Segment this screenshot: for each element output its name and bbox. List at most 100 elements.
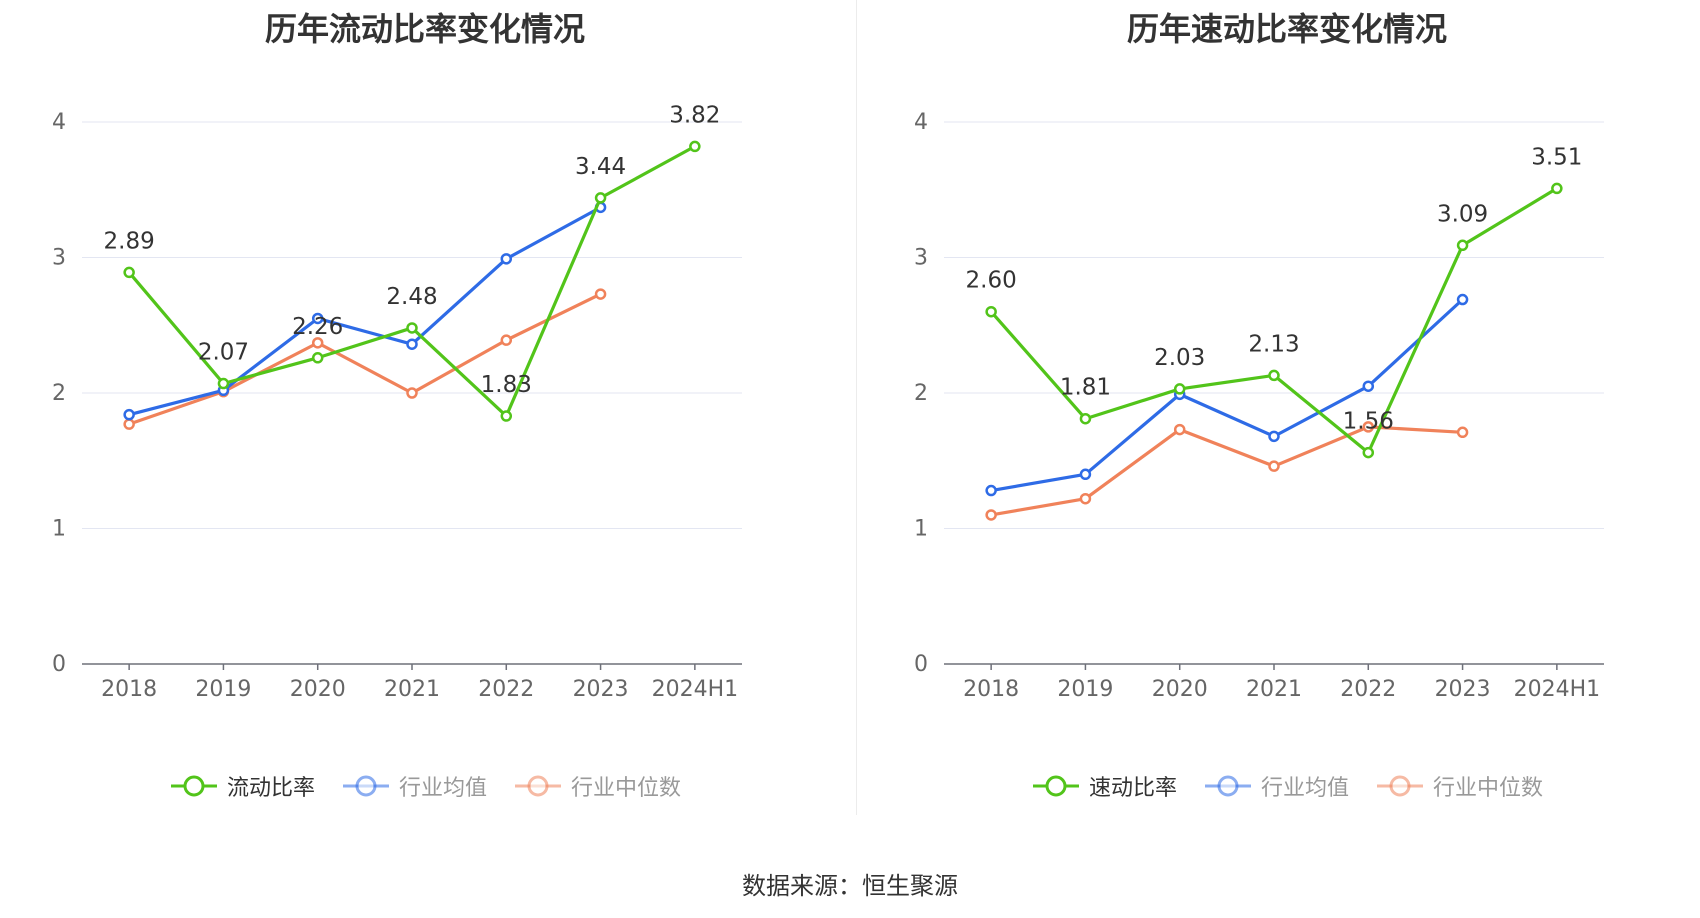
x-tick-label: 2021 [1246, 677, 1302, 702]
legend-label: 行业中位数 [1433, 776, 1544, 801]
y-tick-label: 0 [52, 652, 66, 677]
legend-swatch-marker [183, 775, 205, 797]
data-point-main [1173, 383, 1186, 395]
data-point-main [1551, 182, 1563, 195]
legend-swatch-icon [1032, 775, 1079, 797]
chart-title: 历年流动比率变化情况 [264, 10, 585, 48]
legend-swatch-marker [1389, 775, 1411, 797]
data-point-main [594, 192, 607, 204]
data-point-avg [406, 338, 418, 350]
legend-item-main[interactable]: 流动比率 [169, 770, 315, 802]
data-source-note: 数据来源：恒生聚源 [742, 872, 958, 900]
data-label: 2.26 [292, 314, 343, 340]
data-point-main [311, 352, 324, 364]
data-point-median [1268, 460, 1280, 472]
data-label: 2.60 [966, 268, 1017, 294]
legend-item-avg[interactable]: 行业均值 [341, 770, 487, 802]
legend-item-avg[interactable]: 行业均值 [1203, 770, 1349, 802]
x-tick-label: 2021 [384, 677, 440, 702]
y-tick-label: 0 [914, 652, 928, 677]
x-tick-label: 2018 [101, 677, 157, 702]
y-tick-label: 1 [52, 517, 66, 542]
y-tick-label: 2 [914, 381, 928, 406]
data-point-avg [311, 312, 324, 325]
legend: 速动比率 行业均值 行业中位数 [862, 770, 1700, 802]
legend-swatch-marker [1045, 775, 1067, 797]
data-label: 1.56 [1343, 409, 1394, 435]
data-label: 2.13 [1248, 331, 1299, 357]
x-tick-label: 2019 [195, 677, 251, 702]
series-line-median [128, 292, 602, 426]
data-point-median [594, 288, 607, 300]
data-point-avg [1456, 293, 1469, 306]
data-point-avg [1362, 380, 1375, 392]
data-label: 2.89 [104, 228, 155, 254]
y-tick-label: 1 [914, 517, 928, 542]
data-point-avg [1268, 430, 1280, 443]
series-line-avg [128, 205, 602, 417]
data-point-median [500, 334, 513, 346]
series-line-avg [990, 298, 1464, 493]
data-label: 1.83 [481, 372, 532, 398]
data-point-median [1173, 423, 1186, 436]
x-tick-label: 2023 [573, 677, 629, 702]
data-point-median [311, 337, 324, 349]
quick-ratio-chart-panel: 历年速动比率变化情况 0 1 2 3 4 2018 2019 2020 2021 2022 2023… [862, 0, 1700, 820]
legend-item-main[interactable]: 速动比率 [1031, 770, 1177, 802]
data-point-avg [500, 253, 513, 265]
legend-swatch-icon [170, 775, 217, 797]
y-tick-label: 4 [914, 110, 928, 135]
x-tick-label: 2020 [1152, 677, 1208, 702]
series-line-main [989, 187, 1558, 455]
data-label: 3.82 [669, 102, 720, 128]
x-tick-label: 2019 [1057, 677, 1113, 702]
chart-title: 历年速动比率变化情况 [1126, 10, 1447, 48]
legend-label: 行业均值 [1260, 776, 1349, 801]
legend-label: 行业中位数 [571, 776, 682, 801]
y-tick-label: 3 [914, 246, 928, 271]
data-point-main [1456, 239, 1469, 252]
series-line-median [990, 425, 1463, 517]
legend-swatch-marker [527, 775, 549, 797]
data-point-median [1362, 421, 1375, 433]
data-point-median [123, 418, 135, 430]
x-tick-label: 2023 [1435, 677, 1491, 702]
data-point-main [1362, 446, 1375, 459]
data-label: 3.44 [575, 154, 626, 180]
data-point-main [123, 266, 135, 279]
data-point-median [406, 387, 418, 399]
legend-item-median[interactable]: 行业中位数 [513, 770, 681, 802]
x-tick-label: 2020 [290, 677, 346, 702]
legend-item-median[interactable]: 行业中位数 [1375, 770, 1543, 802]
legend-swatch-icon [515, 775, 561, 797]
legend-label: 速动比率 [1088, 776, 1177, 801]
series-line-main [127, 144, 696, 418]
current-ratio-chart-panel: 历年流动比率变化情况 0 1 2 3 4 2018 2019 2020 2021 2022 2023… [0, 0, 850, 820]
legend-swatch-marker [355, 775, 377, 797]
data-label: 2.03 [1154, 345, 1205, 371]
x-tick-label: 2024H1 [652, 677, 739, 702]
x-tick-label: 2018 [963, 677, 1019, 702]
legend-swatch-icon [1204, 775, 1251, 797]
legend: 流动比率 行业均值 行业中位数 [0, 770, 850, 802]
data-point-main [1268, 369, 1280, 382]
y-tick-label: 4 [52, 110, 66, 135]
data-point-main [217, 377, 230, 390]
data-label: 3.09 [1437, 201, 1488, 227]
data-point-main [689, 140, 701, 153]
data-label: 2.48 [386, 284, 437, 310]
x-tick-label: 2022 [1340, 677, 1396, 702]
data-point-median [1456, 426, 1469, 439]
x-tick-label: 2022 [478, 677, 534, 702]
data-point-median [985, 509, 997, 521]
data-point-avg [123, 408, 135, 421]
y-tick-label: 2 [52, 381, 66, 406]
current-ratio-plot: 0 1 2 3 4 2018 2019 2020 2021 2022 2023 2024H1 2.89 2… [52, 102, 742, 702]
data-label: 3.51 [1531, 144, 1582, 170]
legend-label: 行业均值 [398, 776, 487, 801]
data-point-avg [1079, 468, 1092, 481]
legend-label: 流动比率 [226, 776, 315, 801]
legend-swatch-icon [1377, 775, 1423, 797]
legend-swatch-icon [342, 775, 389, 797]
data-point-median [1079, 492, 1092, 505]
